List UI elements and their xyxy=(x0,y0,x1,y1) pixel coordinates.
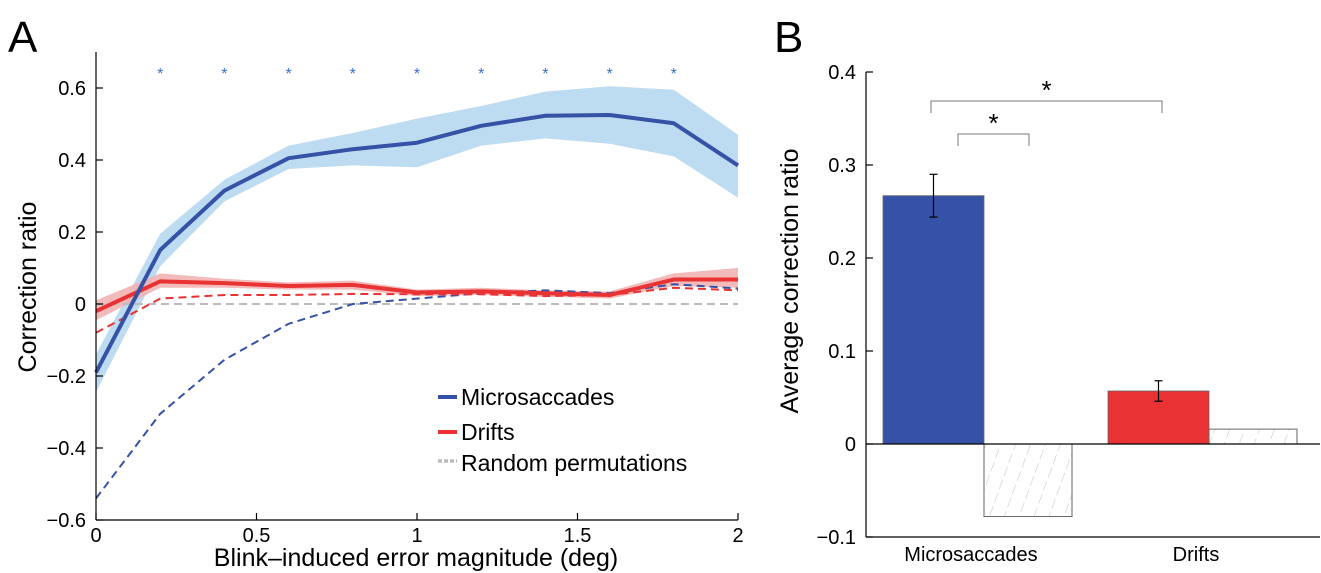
x-tick-label: 2 xyxy=(732,525,743,547)
significance-star: * xyxy=(671,66,677,83)
significance-star: * xyxy=(606,66,612,83)
y-tick-label: −0.2 xyxy=(47,366,86,388)
panel-a-y-axis-label: Correction ratio xyxy=(14,202,42,373)
bar-permutation-microsaccades xyxy=(983,443,1073,518)
line-drifts xyxy=(95,277,738,314)
legend-label-drifts: Drifts xyxy=(461,419,515,445)
y-tick-label: −0.6 xyxy=(47,510,86,532)
panel-a-letter: A xyxy=(8,13,38,62)
band-microsaccades xyxy=(96,86,738,393)
y-tick-label: 0.4 xyxy=(828,62,856,84)
x-category-label: Drifts xyxy=(1173,544,1220,566)
x-tick-label: 0.5 xyxy=(243,525,271,547)
significance-star: * xyxy=(988,108,998,138)
legend-label-random-permutations: Random permutations xyxy=(461,450,687,476)
line-microsaccades xyxy=(94,113,740,374)
significance-star: * xyxy=(157,66,163,83)
significance-bracket xyxy=(957,133,1030,146)
null-line-microsaccades xyxy=(95,283,739,500)
significance-bracket xyxy=(930,100,1163,113)
y-tick-label: 0.1 xyxy=(828,341,856,363)
legend-label-microsaccades: Microsaccades xyxy=(461,384,614,410)
significance-star: * xyxy=(350,66,356,83)
y-tick-label: −0.4 xyxy=(47,438,86,460)
x-tick-label: 1.5 xyxy=(564,525,592,547)
y-tick-label: 0 xyxy=(75,294,86,316)
y-tick-label: 0.2 xyxy=(58,222,86,244)
panel-a-x-axis-label: Blink–induced error magnitude (deg) xyxy=(214,544,618,572)
y-tick-label: 0.6 xyxy=(58,78,86,100)
significance-star: * xyxy=(542,66,548,83)
panel-a-legend: Microsaccades Drifts Random permutations xyxy=(438,384,687,476)
panel-a-chart: * * * * * * * * * −0.6 −0.4 −0.2 0 0.2 0.4 0.6 0 0.5 1 1.5 2 xyxy=(47,52,744,547)
significance-star: * xyxy=(285,66,291,83)
y-tick-label: 0.2 xyxy=(828,248,856,270)
panel-b-letter: B xyxy=(774,13,803,62)
significance-star: * xyxy=(414,66,420,83)
significance-star: * xyxy=(478,66,484,83)
bar-permutation-drifts xyxy=(1208,428,1298,445)
significance-star: * xyxy=(221,66,227,83)
y-tick-label: 0.3 xyxy=(828,155,856,177)
panel-b-y-axis-label: Average correction ratio xyxy=(776,149,804,414)
y-tick-label: 0.4 xyxy=(58,150,86,172)
bar-microsaccades xyxy=(882,195,985,445)
x-tick-label: 1 xyxy=(411,525,422,547)
y-tick-label: −0.1 xyxy=(817,527,856,549)
y-tick-label: 0 xyxy=(845,434,856,456)
null-line-drifts xyxy=(95,286,739,334)
x-tick-label: 0 xyxy=(90,525,101,547)
significance-star: * xyxy=(1041,75,1051,105)
panel-b-chart: Microsaccades Drifts −0.1 0 0.1 0.2 0.3 0.4 * * xyxy=(817,62,1320,566)
x-category-label: Microsaccades xyxy=(904,544,1037,566)
